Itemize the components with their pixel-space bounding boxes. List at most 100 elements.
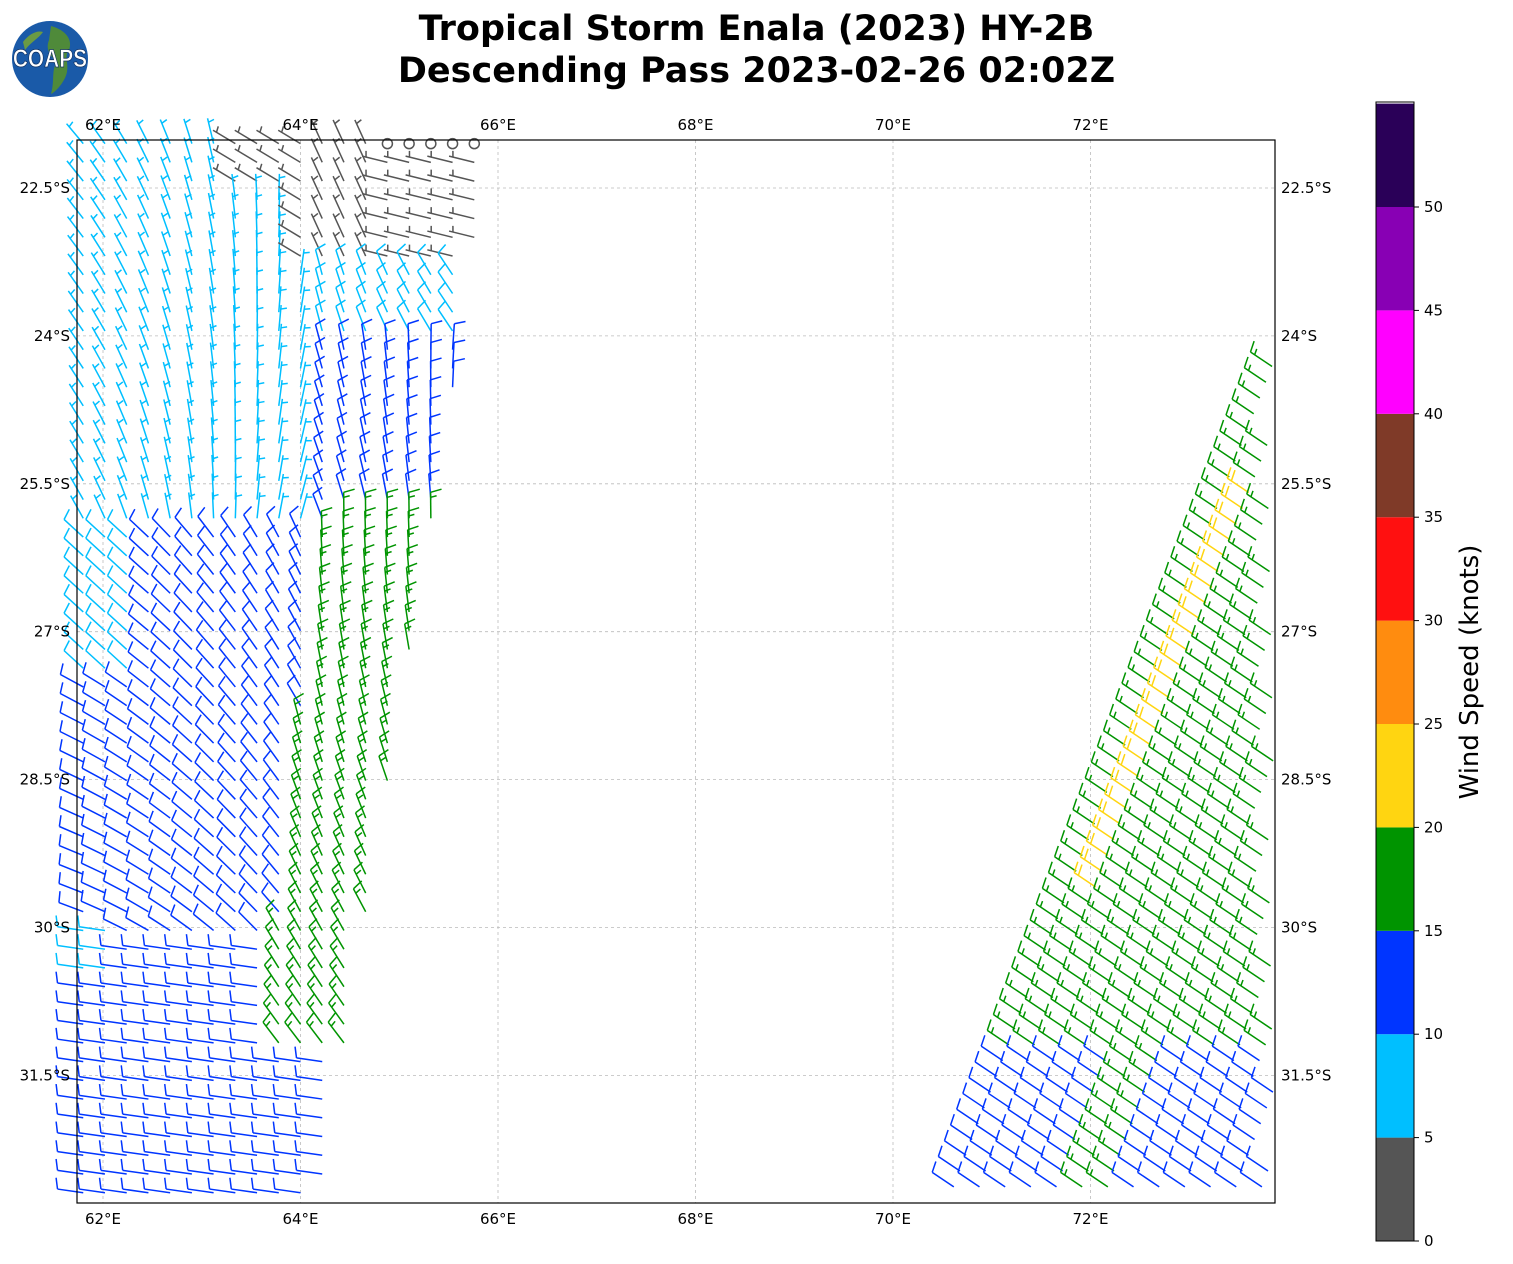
- barb-shaft: [1083, 1045, 1106, 1062]
- wind-barb: [1161, 1098, 1185, 1125]
- barb-full: [1110, 1098, 1116, 1110]
- barb-full: [1127, 987, 1133, 1000]
- barb-half: [356, 156, 362, 162]
- barb-half: [288, 945, 295, 951]
- barb-full: [229, 952, 233, 965]
- wind-barb: [196, 601, 215, 632]
- barb-half: [1137, 979, 1142, 987]
- barb-shaft: [68, 327, 84, 351]
- barb-full: [1218, 1082, 1224, 1094]
- barb-shaft: [128, 518, 149, 538]
- wind-barb: [1176, 861, 1199, 888]
- barb-shaft: [1129, 1124, 1153, 1141]
- barb-shaft: [81, 824, 106, 838]
- barb-full: [59, 720, 63, 732]
- barb-full: [331, 861, 342, 871]
- barb-shaft: [150, 612, 171, 632]
- barb-shaft: [1244, 761, 1268, 778]
- wind-barb: [89, 176, 106, 201]
- barb-shaft: [1044, 1013, 1067, 1030]
- barb-full: [149, 697, 156, 709]
- barb-full: [81, 718, 86, 731]
- barb-full: [263, 974, 272, 985]
- wind-barb: [1053, 845, 1077, 872]
- barb-full: [406, 544, 419, 550]
- barb-shaft: [1063, 1029, 1087, 1046]
- barb-half: [1182, 995, 1187, 1002]
- barb-shaft: [355, 306, 367, 332]
- barb-shaft: [136, 138, 150, 163]
- wind-barb: [77, 1083, 106, 1100]
- barb-shaft: [1066, 1155, 1089, 1172]
- barb-full: [174, 507, 183, 518]
- y-tick-label-left: 25.5°S: [20, 475, 70, 493]
- barb-half: [1114, 1105, 1118, 1113]
- wind-barb: [67, 307, 84, 332]
- wind-barb: [142, 1177, 171, 1194]
- barb-full: [1184, 640, 1190, 652]
- barb-shaft: [104, 728, 128, 744]
- barb-full: [341, 544, 353, 550]
- wind-barb: [1103, 1113, 1127, 1141]
- barb-shaft: [285, 983, 302, 1006]
- barb-half: [94, 381, 100, 388]
- barb-shaft: [187, 1113, 214, 1119]
- barb-full: [77, 990, 80, 1002]
- barb-full: [207, 1158, 211, 1171]
- y-tick-label-right: 31.5°S: [1281, 1066, 1331, 1084]
- wind-barb: [1096, 735, 1120, 762]
- barb-full: [196, 601, 204, 612]
- barb-full: [1138, 893, 1144, 905]
- wind-barb: [361, 150, 388, 164]
- barb-half: [1221, 695, 1226, 703]
- wind-barb: [256, 398, 265, 425]
- barb-shaft: [170, 914, 193, 932]
- barb-shaft: [256, 492, 261, 519]
- wind-barb: [405, 431, 418, 463]
- wind-barb: [383, 562, 396, 594]
- barb-full: [1072, 798, 1078, 810]
- barb-half: [259, 163, 263, 170]
- barb-shaft: [113, 214, 128, 238]
- wind-barb: [55, 1177, 84, 1194]
- barb-full: [262, 806, 271, 817]
- wind-barb: [361, 225, 388, 239]
- barb-full: [1212, 517, 1218, 529]
- barb-half: [365, 495, 372, 499]
- barb-shaft: [405, 192, 432, 201]
- wind-barb: [1230, 656, 1253, 683]
- wind-barb: [1217, 687, 1241, 715]
- wind-barb: [313, 411, 324, 444]
- wind-barb: [207, 934, 236, 950]
- wind-barb: [309, 861, 323, 894]
- wind-barb: [338, 618, 351, 650]
- barb-shaft: [1086, 840, 1109, 857]
- wind-barb: [294, 1121, 323, 1138]
- barb-shaft: [1159, 651, 1182, 667]
- barb-half: [1212, 853, 1216, 860]
- barb-shaft: [100, 1169, 127, 1175]
- barb-shaft: [361, 174, 388, 182]
- barb-full: [150, 640, 157, 652]
- barb-shaft: [335, 306, 345, 332]
- barb-full: [240, 694, 249, 705]
- barb-full: [171, 715, 179, 726]
- wind-barb: [1185, 1035, 1209, 1062]
- wind-barb: [1237, 372, 1261, 399]
- barb-half: [318, 625, 325, 630]
- wind-barb: [1223, 1003, 1247, 1030]
- barb-shaft: [122, 1132, 149, 1138]
- barb-full: [310, 861, 320, 871]
- barb-shaft: [383, 174, 410, 182]
- wind-barb: [354, 212, 367, 238]
- wind-barb: [359, 430, 371, 463]
- wind-barb: [1231, 719, 1254, 746]
- wind-barb: [1243, 356, 1267, 383]
- barb-full: [239, 769, 248, 780]
- barb-shaft: [931, 1171, 955, 1188]
- wind-barb: [1073, 861, 1097, 888]
- barb-full: [357, 730, 368, 738]
- barb-half: [1234, 995, 1238, 1002]
- barb-shaft: [166, 982, 192, 988]
- barb-half: [140, 306, 146, 312]
